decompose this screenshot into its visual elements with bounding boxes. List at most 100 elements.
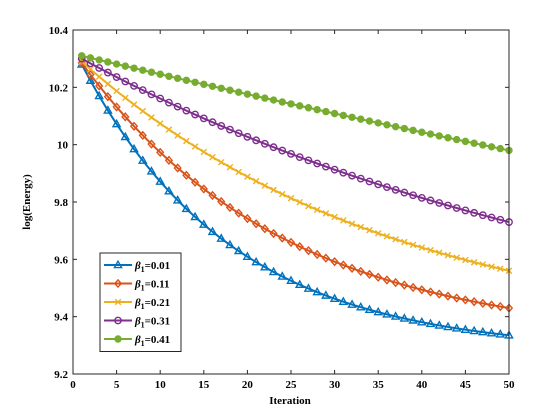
series-3-point-31 (339, 168, 348, 177)
series-0-point-41 (425, 318, 436, 328)
series-4-point-14 (191, 78, 199, 86)
series-0-point-27 (303, 283, 314, 292)
series-0-point-5 (111, 118, 122, 128)
series-2-point-25 (287, 194, 295, 202)
legend-label-1: β1=0.11 (134, 279, 170, 293)
series-4-point-36 (383, 121, 391, 129)
series-1-point-36 (382, 275, 392, 285)
legend: β1=0.01 β1=0.11 β1=0.21 β1=0.31 β1=0.41 (99, 252, 182, 352)
legend-entry-4: β1=0.41 (104, 334, 170, 348)
series-3-point-46 (470, 208, 479, 217)
series-1-point-46 (469, 297, 479, 307)
series-4-point-34 (365, 117, 374, 125)
series-4-point-5 (112, 60, 121, 68)
series-4-point-49 (496, 144, 504, 153)
series-3-point-47 (478, 211, 487, 220)
series-2-point-27 (305, 202, 312, 210)
series-2-point-3 (95, 73, 103, 80)
series-1-point-34 (365, 269, 374, 280)
series-0-point-49 (495, 329, 506, 338)
series-3-point-24 (278, 146, 287, 155)
series-1-point-23 (269, 228, 278, 239)
series-3-point-21 (252, 136, 261, 145)
series-0-point-12 (172, 195, 183, 204)
series-3-point-6 (121, 77, 130, 86)
legend-label-2: β1=0.21 (134, 297, 170, 311)
series-2-point-36 (383, 233, 391, 240)
axes-layer: 0 5 10 15 20 25 30 35 40 45 50 9.2 9.4 9.6 9.8 10 10.2 10… (49, 25, 515, 391)
series-3-point-14 (191, 110, 199, 119)
series-1-point-47 (478, 298, 487, 309)
series-2-point-22 (261, 182, 269, 189)
series-4-point-18 (226, 86, 234, 94)
series-3-point-43 (444, 201, 452, 210)
legend-label-4: β1=0.41 (134, 334, 170, 348)
series-3-point-3 (95, 64, 104, 72)
series-2-point-37 (392, 235, 399, 243)
series-4-point-12 (173, 74, 182, 82)
series-0 (76, 59, 514, 339)
series-3-point-17 (217, 122, 226, 130)
series-1-point-14 (190, 177, 200, 187)
series-1-point-9 (147, 139, 156, 149)
series-3-point-35 (374, 180, 383, 189)
series-1-point-39 (408, 282, 418, 293)
series-0-point-4 (103, 105, 113, 114)
series-2 (78, 58, 513, 275)
series-3-point-49 (496, 215, 505, 224)
series-0-point-17 (216, 233, 227, 242)
series-0-point-44 (451, 323, 462, 332)
series-4-point-32 (348, 113, 356, 121)
series-0-point-11 (164, 185, 174, 195)
series-4-point-17 (217, 84, 225, 92)
series-1-point-5 (112, 102, 121, 112)
series-0-point-47 (478, 326, 488, 336)
legend-label-3: β1=0.31 (134, 316, 170, 330)
series-1-point-17 (217, 196, 226, 207)
series-4-point-37 (391, 122, 400, 131)
legend-marker-0 (113, 259, 123, 269)
series-2-point-40 (418, 244, 426, 251)
series-3-point-26 (295, 153, 304, 162)
series-1-point-49 (496, 301, 505, 312)
series-1-point-33 (356, 266, 365, 277)
x-axis-label: Iteration (269, 395, 311, 407)
series-4-point-24 (278, 98, 286, 106)
series-2-point-26 (296, 198, 304, 206)
series-0-point-33 (355, 301, 366, 311)
series-1-point-30 (330, 257, 339, 267)
series-4-point-23 (269, 96, 278, 104)
series-1-point-28 (313, 249, 322, 260)
series-2-point-18 (226, 163, 234, 171)
series-3-point-20 (243, 132, 252, 141)
series-2-point-8 (139, 107, 147, 115)
series-2-point-47 (479, 261, 487, 268)
series-1-point-26 (295, 241, 304, 252)
y-tick-label-1: 9.4 (54, 312, 68, 324)
series-0-point-28 (312, 286, 322, 296)
series-4-point-29 (322, 107, 330, 116)
series-1-point-8 (138, 130, 147, 141)
series-3-point-32 (348, 171, 356, 180)
series-2-point-13 (183, 137, 190, 145)
series-1-point-38 (400, 280, 409, 290)
series-2-point-45 (462, 256, 469, 264)
series-2-point-28 (313, 206, 321, 214)
series-4-point-15 (200, 80, 208, 88)
series-0-point-3 (94, 90, 104, 100)
series-2-point-14 (191, 143, 199, 150)
series-3-point-41 (426, 196, 435, 205)
series-1-point-19 (234, 208, 243, 218)
series-2-point-23 (270, 186, 277, 194)
series-4-point-45 (461, 137, 470, 146)
series-3-point-22 (260, 139, 269, 148)
series-2-point-12 (174, 132, 181, 139)
series-4-point-39 (409, 126, 417, 135)
series-2-point-44 (453, 254, 460, 261)
series-0-point-36 (382, 309, 392, 318)
series-0-point-14 (190, 211, 200, 221)
series-1-point-3 (95, 81, 104, 91)
series-0-point-16 (207, 226, 218, 236)
series-4-point-19 (234, 88, 243, 96)
series-1-point-35 (374, 272, 383, 282)
